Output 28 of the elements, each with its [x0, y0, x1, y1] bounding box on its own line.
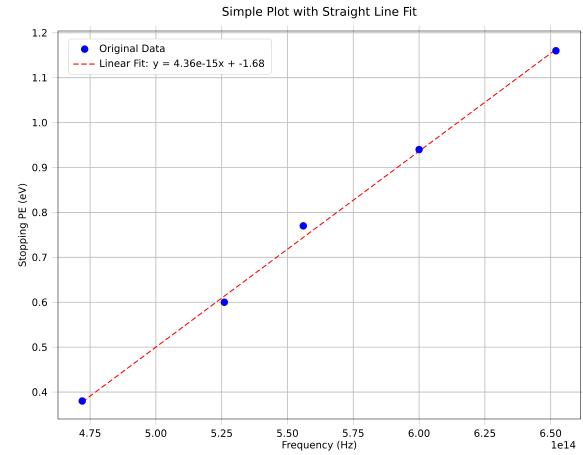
x-tick-label: 6.25: [474, 429, 496, 437]
y-tick-label: 0.9: [32, 164, 47, 172]
x-tick-label: 5.00: [146, 429, 166, 437]
point: [552, 47, 560, 54]
x-tick-label: 5.50: [277, 429, 298, 437]
x-tick-label: 5.25: [211, 429, 232, 437]
x-axis-title: Frequency (Hz): [282, 440, 356, 450]
y-axis-title: Stopping PE (eV): [18, 184, 28, 266]
point: [78, 397, 86, 405]
y-tick-label: 0.6: [32, 298, 47, 306]
y-tick-label: 1.2: [32, 29, 47, 37]
point: [300, 222, 308, 230]
chart-title: Simple Plot with Straight Line Fit: [222, 6, 417, 18]
point: [220, 298, 228, 306]
x-tick-label: 6.50: [540, 429, 562, 437]
x-tick-label: 6.00: [408, 429, 430, 437]
y-tick-label: 0.4: [32, 388, 48, 396]
legend-label: Original Data: [100, 44, 165, 54]
legend-label: Linear Fit: y = 4.36e-15x + -1.68: [100, 59, 264, 69]
y-tick-label: 1.1: [32, 74, 47, 82]
point: [415, 146, 423, 154]
y-tick-label: 0.8: [32, 208, 47, 216]
text: 1e14: [552, 441, 576, 449]
x-tick-label: 4.75: [79, 429, 100, 437]
y-tick-label: 1.0: [32, 118, 47, 126]
y-tick-label: 0.7: [32, 254, 47, 262]
y-tick-label: 0.5: [32, 343, 47, 351]
x-tick-label: 5.75: [342, 429, 364, 437]
